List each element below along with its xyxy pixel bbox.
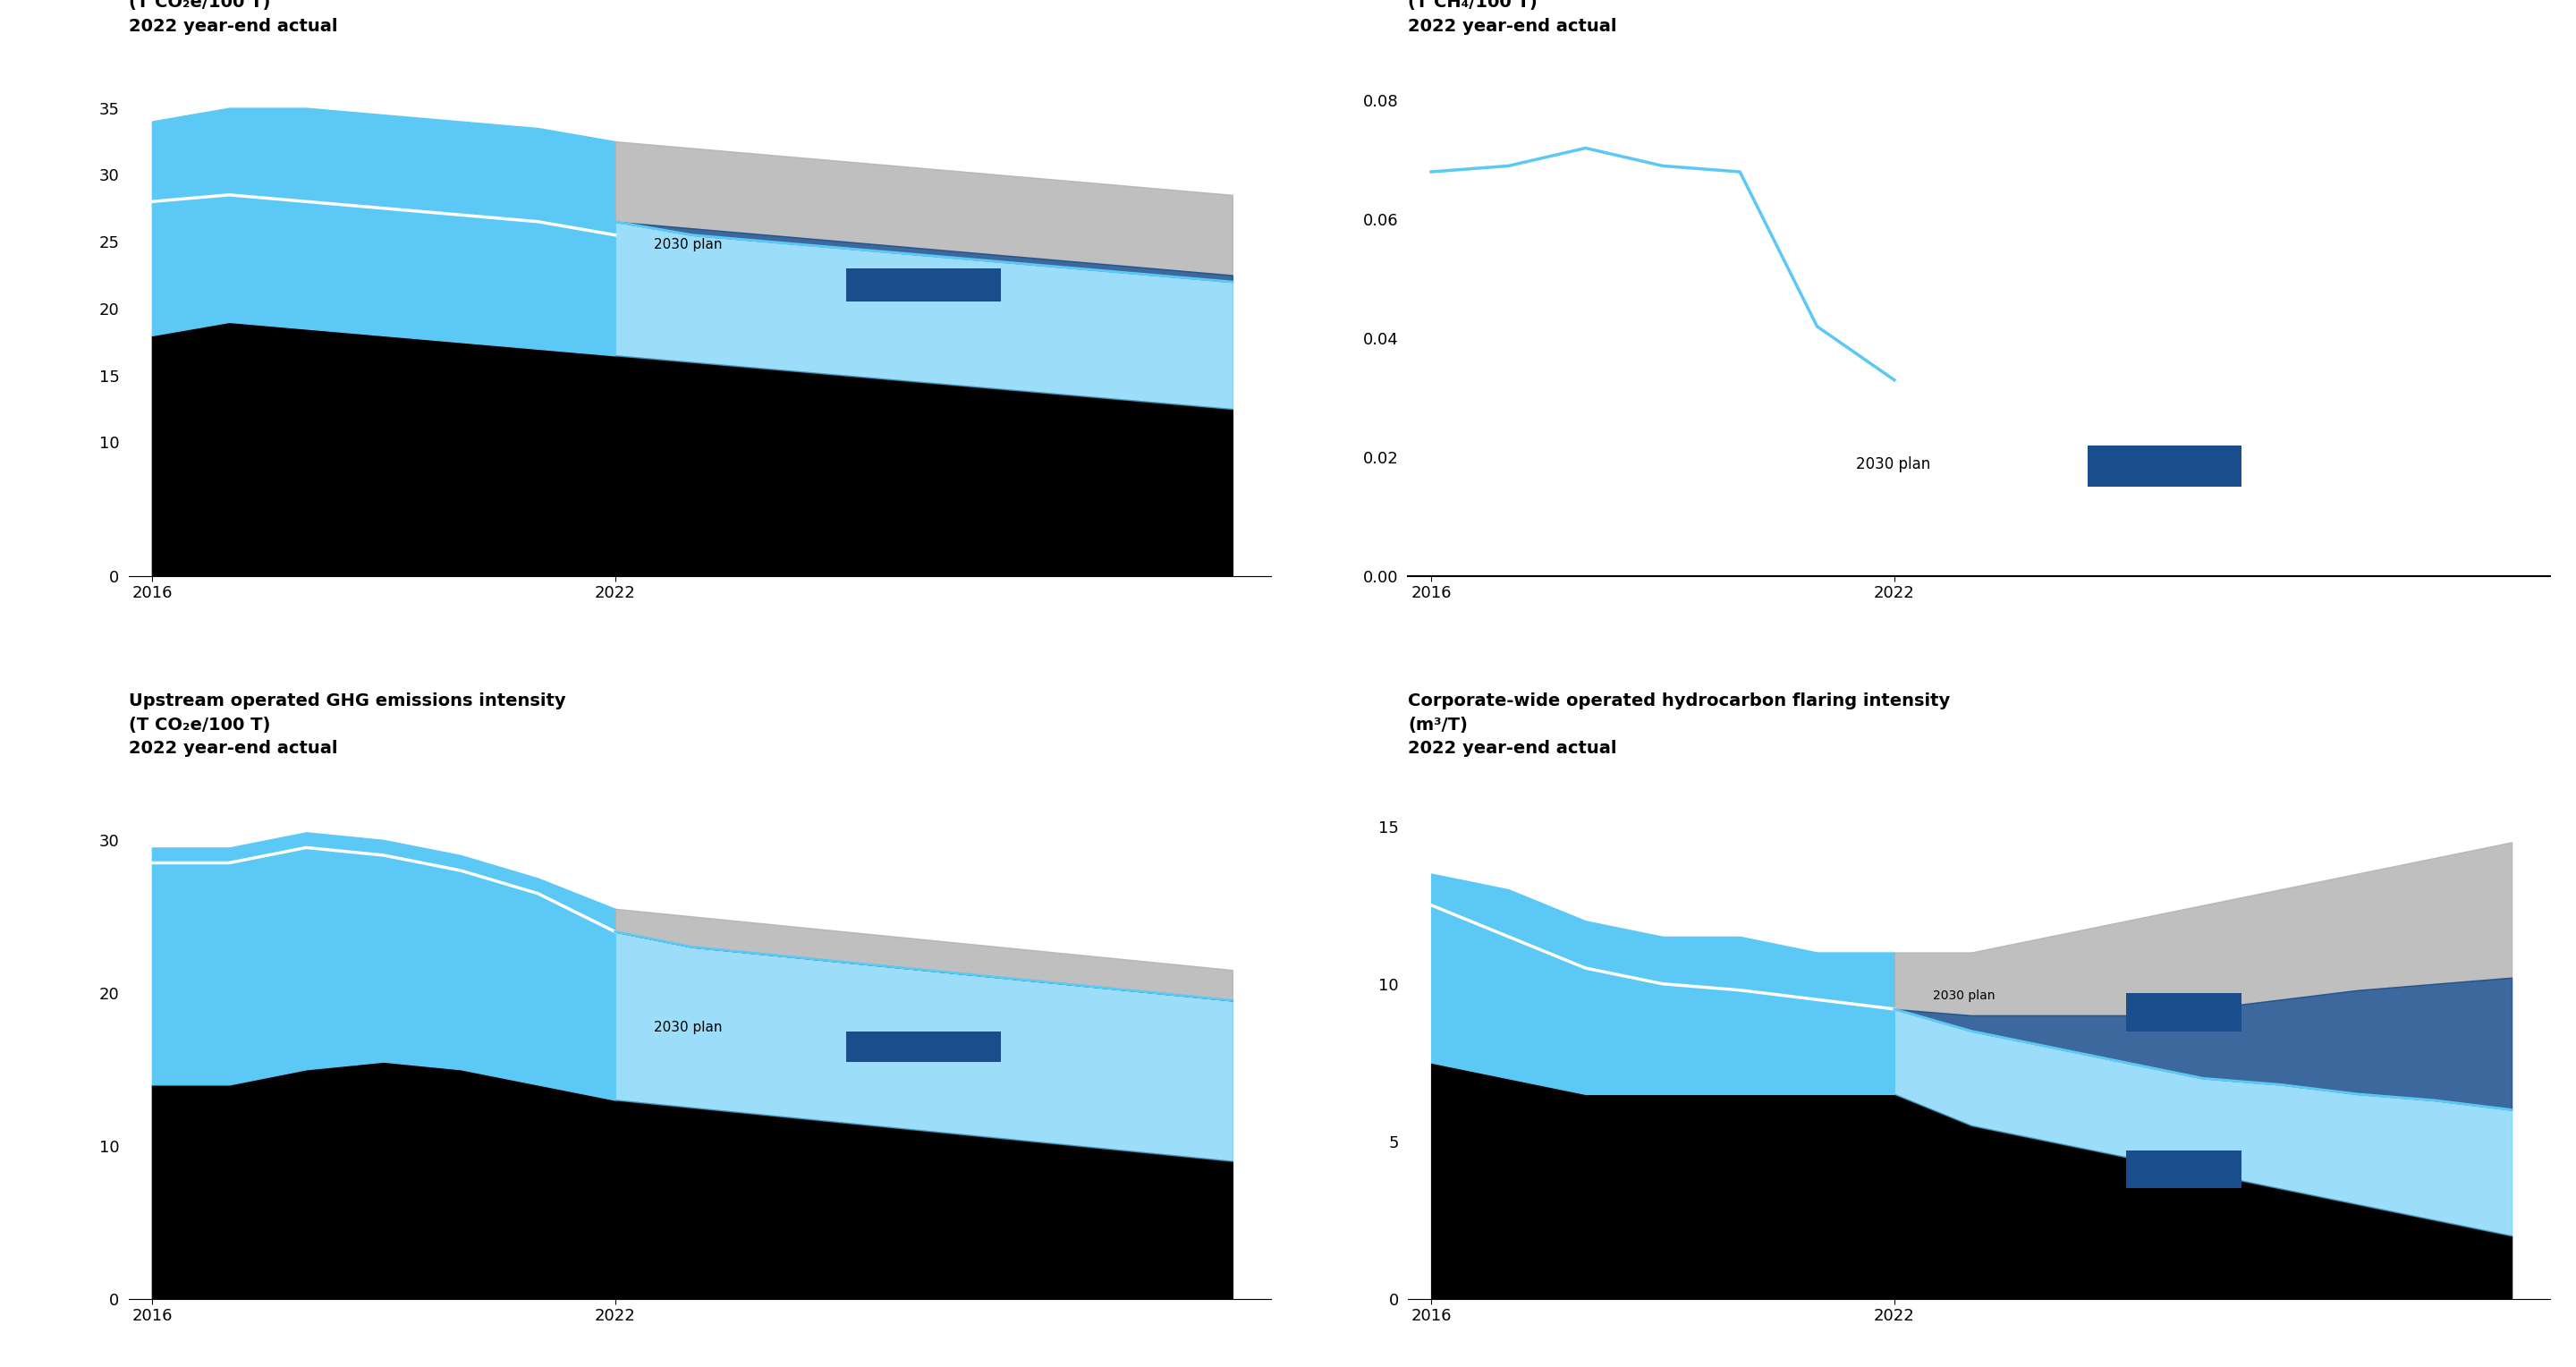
Bar bbox=[2087, 446, 2241, 487]
Text: 2030 plan: 2030 plan bbox=[654, 1020, 721, 1033]
Bar bbox=[848, 268, 1002, 302]
Text: Corporate-wide operated GHG emissions intensity
(T CO₂e/100 T)
2022 year-end act: Corporate-wide operated GHG emissions in… bbox=[129, 0, 623, 34]
Bar bbox=[2125, 1151, 2241, 1188]
Bar bbox=[848, 1031, 1002, 1062]
Text: 2030 plan: 2030 plan bbox=[1932, 1147, 1994, 1159]
Text: 2030 plan: 2030 plan bbox=[1855, 457, 1929, 473]
Text: Corporate-wide operated hydrocarbon flaring intensity
(m³/T)
2022 year-end actua: Corporate-wide operated hydrocarbon flar… bbox=[1409, 693, 1950, 757]
Text: Corporate-wide operated methane emissions intensity
(T CH₄/100 T)
2022 year-end : Corporate-wide operated methane emission… bbox=[1409, 0, 1945, 34]
Text: Upstream operated GHG emissions intensity
(T CO₂e/100 T)
2022 year-end actual: Upstream operated GHG emissions intensit… bbox=[129, 693, 567, 757]
Bar bbox=[2125, 994, 2241, 1031]
Text: 2030 plan: 2030 plan bbox=[1932, 990, 1994, 1002]
Text: 2030 plan: 2030 plan bbox=[654, 238, 721, 252]
